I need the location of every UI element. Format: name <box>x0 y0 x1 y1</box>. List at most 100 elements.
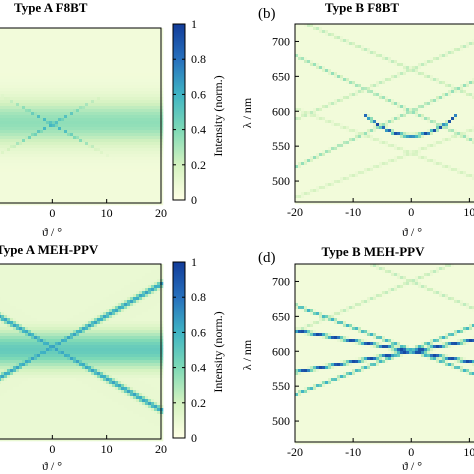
heatmap-cell <box>88 115 92 119</box>
heatmap-cell <box>100 178 104 182</box>
heatmap-cell <box>136 100 140 104</box>
heatmap-cell <box>142 115 146 119</box>
heatmap-cell <box>127 175 131 179</box>
heatmap-cell <box>343 72 347 76</box>
heatmap-cell <box>433 60 437 64</box>
heatmap-cell <box>31 136 35 140</box>
heatmap-cell <box>31 76 35 80</box>
heatmap-cell <box>94 175 98 179</box>
heatmap-cell <box>430 72 434 76</box>
heatmap-cell <box>91 49 95 53</box>
heatmap-cell <box>151 34 155 38</box>
heatmap-cell <box>70 31 74 35</box>
heatmap-cell <box>418 51 422 55</box>
heatmap-cell <box>67 172 71 176</box>
heatmap-cell <box>151 121 155 125</box>
heatmap-cell <box>37 64 41 68</box>
heatmap-cell <box>46 118 50 122</box>
heatmap-cell <box>46 121 50 125</box>
heatmap-cell <box>0 145 2 149</box>
heatmap-cell <box>43 163 47 167</box>
heatmap-cell <box>154 49 158 53</box>
heatmap-cell <box>7 46 11 50</box>
heatmap-cell <box>403 24 407 28</box>
heatmap-cell <box>160 145 164 149</box>
heatmap-cell <box>142 178 146 182</box>
heatmap-cell <box>40 88 44 92</box>
heatmap-cell <box>157 106 161 110</box>
heatmap-cell <box>352 75 356 79</box>
heatmap-cell <box>22 145 26 149</box>
heatmap-cell <box>406 102 410 106</box>
heatmap-cell <box>418 90 422 94</box>
heatmap-cell <box>298 93 302 97</box>
heatmap-cell <box>37 136 41 140</box>
heatmap-cell <box>61 136 65 140</box>
heatmap-cell <box>46 91 50 95</box>
heatmap-cell <box>76 64 80 68</box>
heatmap-cell <box>127 136 131 140</box>
heatmap-cell <box>406 60 410 64</box>
heatmap-cell <box>130 127 134 131</box>
heatmap-cell <box>97 190 101 194</box>
heatmap-cell <box>1 175 5 179</box>
heatmap-cell <box>142 133 146 137</box>
heatmap-cell <box>4 175 8 179</box>
heatmap-cell <box>28 148 32 152</box>
heatmap-cell <box>94 49 98 53</box>
heatmap-cell <box>391 42 395 46</box>
heatmap-cell <box>55 169 59 173</box>
heatmap-cell <box>139 70 143 74</box>
heatmap-cell <box>139 121 143 125</box>
heatmap-cell <box>100 202 104 206</box>
heatmap-cell <box>136 91 140 95</box>
heatmap-cell <box>139 199 143 203</box>
heatmap-cell <box>334 54 338 58</box>
heatmap-cell <box>142 82 146 86</box>
heatmap-cell <box>106 190 110 194</box>
heatmap-cell <box>400 45 404 49</box>
heatmap-cell <box>85 97 89 101</box>
heatmap-cell <box>28 52 32 56</box>
heatmap-cell <box>421 72 425 76</box>
heatmap-cell <box>466 72 470 76</box>
heatmap-cell <box>28 61 32 65</box>
heatmap-cell <box>55 175 59 179</box>
heatmap-cell <box>0 103 2 107</box>
heatmap-cell <box>52 55 56 59</box>
heatmap-cell <box>364 33 368 37</box>
heatmap-cell <box>457 42 461 46</box>
heatmap-cell <box>43 91 47 95</box>
heatmap-cell <box>301 57 305 61</box>
heatmap-cell <box>112 46 116 50</box>
heatmap-cell <box>448 60 452 64</box>
heatmap-cell <box>19 109 23 113</box>
heatmap-cell <box>10 106 14 110</box>
heatmap-cell <box>118 136 122 140</box>
heatmap-cell <box>355 69 359 73</box>
heatmap-cell <box>406 93 410 97</box>
heatmap-cell <box>4 112 8 116</box>
heatmap-cell <box>79 79 83 83</box>
heatmap-cell <box>142 175 146 179</box>
heatmap-cell <box>43 46 47 50</box>
heatmap-cell <box>400 78 404 82</box>
heatmap-cell <box>457 84 461 88</box>
heatmap-cell <box>70 157 74 161</box>
heatmap-cell <box>346 105 350 109</box>
heatmap-cell <box>367 75 371 79</box>
heatmap-cell <box>37 88 41 92</box>
heatmap-cell <box>64 73 68 77</box>
heatmap-cell <box>439 93 443 97</box>
heatmap-cell <box>367 33 371 37</box>
heatmap-cell <box>139 169 143 173</box>
heatmap-cell <box>31 157 35 161</box>
heatmap-cell <box>157 190 161 194</box>
heatmap-cell <box>28 130 32 134</box>
heatmap-cell <box>16 154 20 158</box>
heatmap-cell <box>382 69 386 73</box>
heatmap-cell <box>88 70 92 74</box>
heatmap-cell <box>442 93 446 97</box>
heatmap-cell <box>79 67 83 71</box>
heatmap-cell <box>97 181 101 185</box>
